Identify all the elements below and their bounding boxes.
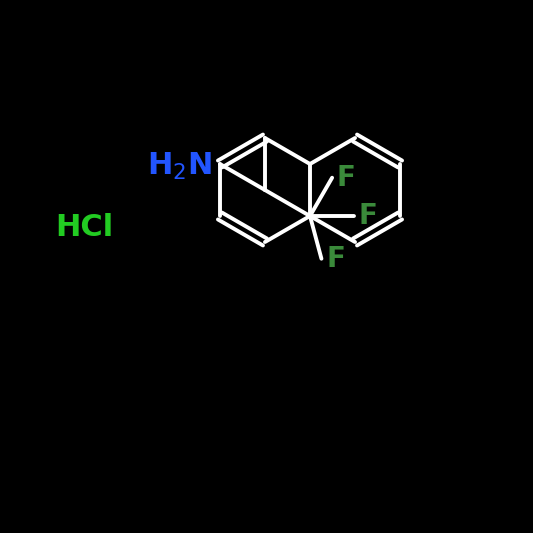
Text: F: F [326, 245, 345, 273]
Text: F: F [337, 164, 356, 192]
Text: HCl: HCl [55, 214, 113, 243]
Text: H$_2$N: H$_2$N [147, 150, 212, 182]
Text: F: F [359, 202, 378, 230]
